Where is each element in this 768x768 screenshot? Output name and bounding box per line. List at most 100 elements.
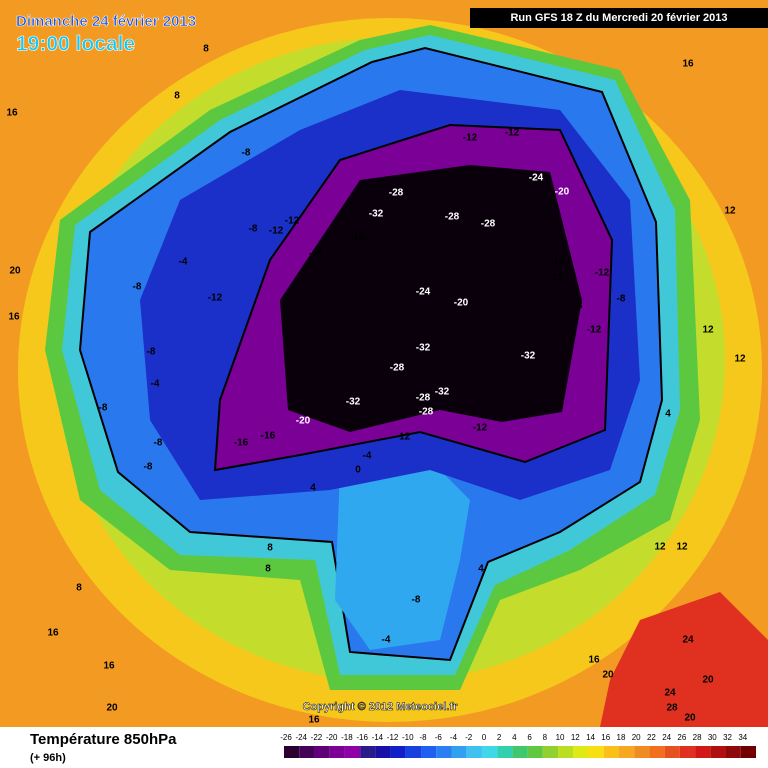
contour-label: -8 [154,438,163,449]
scale-swatch [740,746,756,758]
scale-tick-label: 4 [512,733,517,742]
scale-tick-label: 12 [571,733,580,742]
contour-label: -12 [396,432,411,443]
coldest-zone [280,165,582,432]
contour-label: -4 [151,379,160,390]
contour-label: 16 [103,661,115,672]
contour-label: -32 [346,397,361,408]
contour-label: -12 [463,133,478,144]
scale-tick-label: 26 [677,733,686,742]
map-time: 19:00 locale [16,33,135,56]
contour-label: -8 [147,347,156,358]
contour-label: -8 [617,294,626,305]
scale-tick-label: -18 [341,733,353,742]
contour-label: -20 [296,416,311,427]
scale-swatch [497,746,513,758]
contour-label: 8 [203,44,209,55]
scale-swatch [436,746,452,758]
contour-label: 28 [666,703,678,714]
scale-tick-label: 20 [632,733,641,742]
contour-label: 20 [684,713,696,724]
footer-title: Température 850hPa [30,731,177,748]
scale-swatch [405,746,422,758]
contour-label: -24 [529,173,544,184]
europe-cold-pool [335,460,470,650]
contour-label: 20 [9,266,21,277]
contour-label: -8 [144,462,153,473]
contour-label: -28 [390,363,405,374]
contour-label: -12 [473,423,488,434]
contour-label: -32 [435,387,450,398]
scale-tick-label: 32 [723,733,732,742]
contour-label: 16 [6,108,18,119]
scale-swatch [664,746,680,758]
run-info: Run GFS 18 Z du Mercredi 20 février 2013 [510,12,727,24]
scale-swatch [390,746,406,758]
contour-label: -16 [309,249,324,260]
contour-label: -12 [587,325,602,336]
contour-label: -32 [369,209,384,220]
scale-tick-label: -22 [311,733,323,742]
footer-lead: (+ 96h) [30,752,66,764]
scale-tick-label: 18 [617,733,626,742]
scale-swatch [542,746,559,758]
scale-swatch [679,746,696,758]
contour-label: 12 [676,542,688,553]
contour-label: 24 [682,635,694,646]
run-box [470,8,768,28]
contour-label: 16 [8,312,20,323]
scale-tick-label: 8 [543,733,548,742]
scale-tick-label: -8 [419,733,427,742]
scale-tick-label: 30 [708,733,717,742]
hot-zone [600,592,768,727]
scale-tick-label: 14 [586,733,595,742]
scale-swatch [695,746,711,758]
scale-swatch [725,746,741,758]
contour-label: -28 [445,212,460,223]
scale-swatch [299,746,315,758]
contour-label: 8 [174,91,180,102]
map [0,0,768,727]
scale-swatch [512,746,528,758]
contour-label: -28 [389,188,404,199]
scale-swatch [649,746,665,758]
contour-label: 8 [267,543,273,554]
contour-label: -16 [261,431,276,442]
scale-tick-label: -26 [280,733,292,742]
contour-label: -12 [505,128,520,139]
contour-label: -28 [416,393,431,404]
contour-label: -8 [99,403,108,414]
scale-tick-label: -10 [402,733,414,742]
scale-swatch [314,746,330,758]
copyright: Copyright © 2012 Meteociel.fr [303,701,459,713]
contour-label: 20 [602,670,614,681]
scale-tick-label: 2 [497,733,502,742]
scale-tick-label: 6 [527,733,532,742]
scale-swatch [527,746,543,758]
contour-label: -16 [550,257,565,268]
color-scale: -26 -24 -22 -20 -18 -16 -14 -12 -10 -8 -6 -4 -2 0 2 4 6 8… [280,733,756,758]
contour-label: 12 [702,325,714,336]
scale-swatch [375,746,391,758]
contour-label: -8 [574,301,583,312]
scale-swatch [481,746,498,758]
scale-tick-label: 28 [693,733,702,742]
contour-label: -4 [363,451,372,462]
scale-swatch [603,746,619,758]
scale-swatch [360,746,376,758]
contour-labels: -12 -12 -24 -20 -28 -32 -28 -28 -16 -16 -12 -12 -8 -4… [6,44,746,726]
contour-label: 16 [47,628,59,639]
scale-swatch [573,746,589,758]
contour-label: -12 [595,268,610,279]
contour-label: 4 [665,409,671,420]
scale-swatch [588,746,604,758]
scale-tick-label: -4 [450,733,458,742]
scale-swatch [466,746,482,758]
scale-tick-label: -2 [465,733,473,742]
contour-label: 8 [265,564,271,575]
contour-label: -4 [382,635,391,646]
contour-label: -12 [208,293,223,304]
contour-label: 20 [106,703,118,714]
scale-swatch [451,746,467,758]
